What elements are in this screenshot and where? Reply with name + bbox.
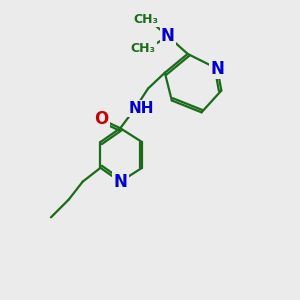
Text: CH₃: CH₃ [130,42,156,56]
Text: O: O [94,110,109,128]
Text: N: N [161,27,175,45]
Text: N: N [113,173,127,191]
Text: NH: NH [128,101,154,116]
Text: CH₃: CH₃ [134,13,158,26]
Text: N: N [210,60,224,78]
